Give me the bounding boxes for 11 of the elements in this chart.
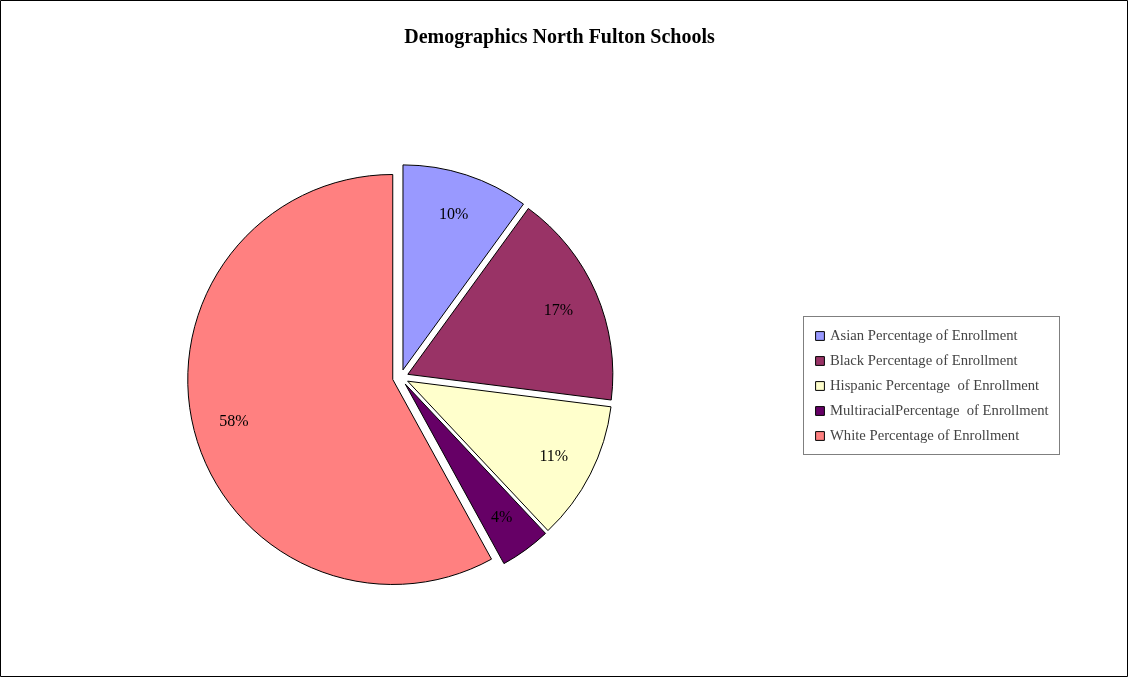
legend-label: Asian Percentage of Enrollment	[830, 327, 1018, 344]
data-label: 4%	[490, 508, 513, 526]
data-label: 17%	[543, 300, 574, 318]
legend-label: Black Percentage of Enrollment	[830, 352, 1018, 369]
data-label: 10%	[438, 205, 469, 223]
data-label: 11%	[539, 447, 569, 465]
data-label: 58%	[219, 411, 249, 429]
legend-label: White Percentage of Enrollment	[830, 427, 1020, 444]
legend-label: Hispanic Percentage of Enrollment	[830, 377, 1040, 394]
chart-title: Demographics North Fulton Schools	[404, 24, 715, 48]
legend-label: MultiracialPercentage of Enrollment	[830, 402, 1049, 419]
